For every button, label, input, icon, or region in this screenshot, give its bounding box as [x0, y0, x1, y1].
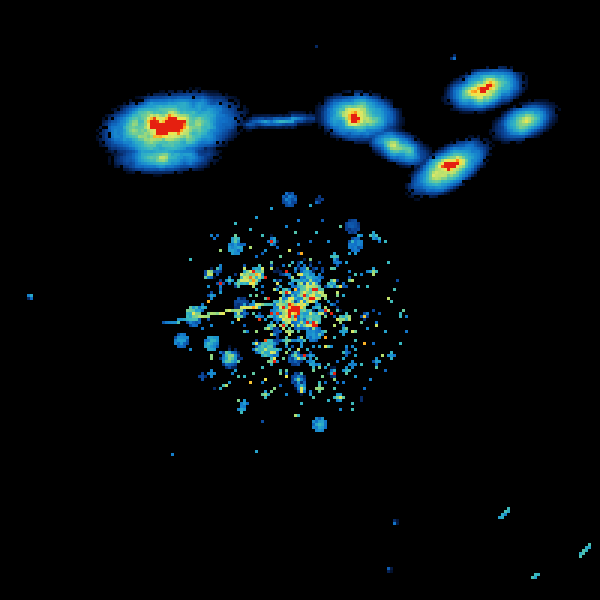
intensity-map-figure: [0, 0, 600, 600]
heatmap-canvas: [0, 0, 600, 600]
